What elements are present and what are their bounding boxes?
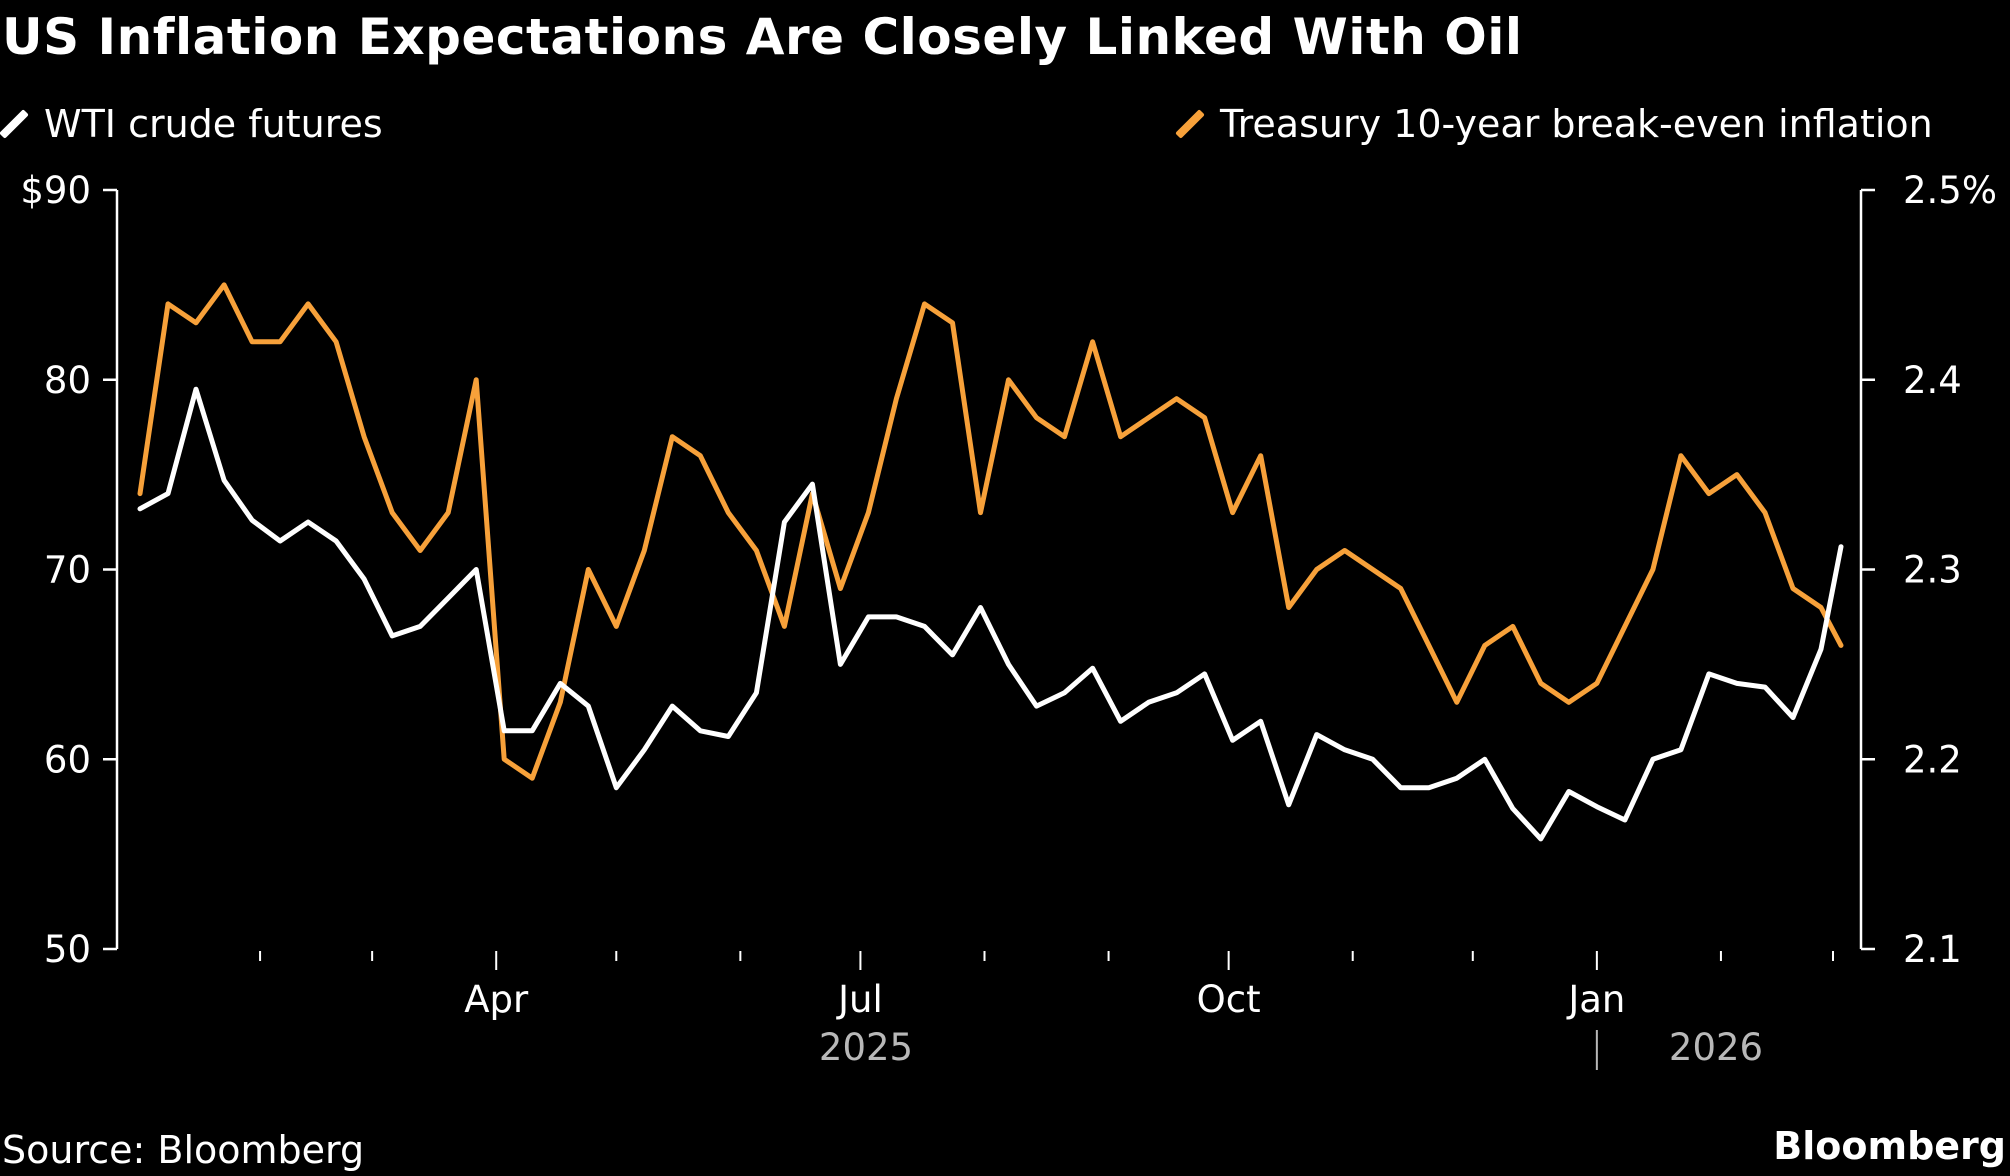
right-axis-tick-label: 2.3 (1903, 549, 1962, 592)
x-axis-tick-label: Jan (1566, 978, 1625, 1021)
x-axis-year-label: 2026 (1669, 1026, 1763, 1069)
x-axis-tick-label: Apr (464, 978, 529, 1021)
legend-item-breakeven: Treasury 10-year break-even inflation (1175, 102, 1933, 146)
legend-label-breakeven: Treasury 10-year break-even inflation (1220, 102, 1933, 146)
right-axis-tick-label: 2.5% (1903, 169, 1997, 212)
right-axis-tick-label: 2.4 (1903, 359, 1962, 402)
wti-line (137, 386, 1844, 842)
breakeven-line (137, 282, 1844, 781)
source-note: Source: Bloomberg (2, 1128, 365, 1172)
right-axis-tick-label: 2.1 (1903, 928, 1962, 971)
bloomberg-logo: Bloomberg (1773, 1124, 2006, 1168)
x-axis-tick-label: Oct (1197, 978, 1261, 1021)
left-axis-tick-label: 50 (44, 928, 91, 971)
chart-title: US Inflation Expectations Are Closely Li… (2, 8, 1523, 66)
left-axis-tick-label: $90 (20, 169, 91, 212)
left-axis-tick-label: 80 (44, 359, 91, 402)
right-axis-tick-label: 2.2 (1903, 738, 1962, 781)
legend-label-wti: WTI crude futures (44, 102, 383, 146)
left-axis-tick-label: 70 (44, 549, 91, 592)
x-axis-tick-label: Jul (836, 978, 883, 1021)
left-axis-tick-label: 60 (44, 738, 91, 781)
x-axis-year-label: 2025 (819, 1026, 913, 1069)
legend-item-wti: WTI crude futures (0, 102, 383, 146)
